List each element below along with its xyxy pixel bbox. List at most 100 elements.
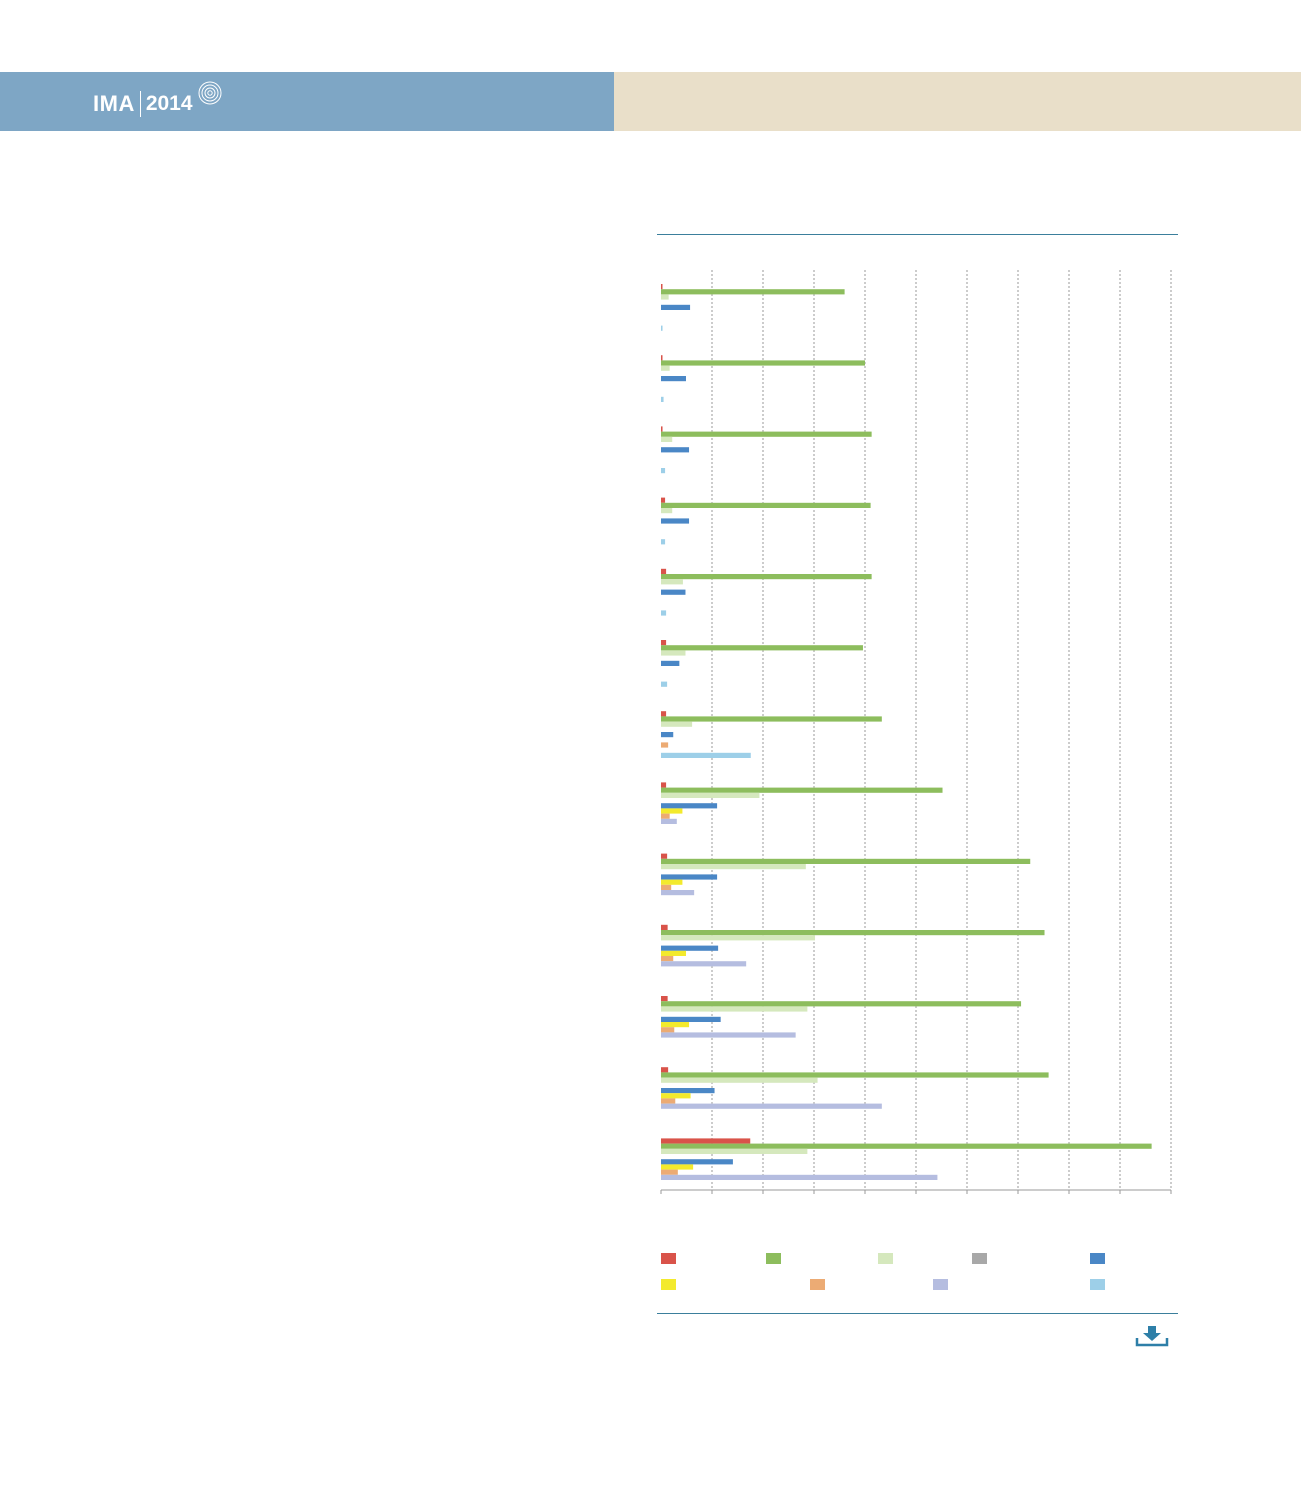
bar-series-9 <box>661 681 668 687</box>
bar-series-7 <box>661 956 674 962</box>
bar-series-1 <box>661 853 668 859</box>
bar-series-2 <box>661 716 882 722</box>
bar-series-5 <box>661 304 691 310</box>
bar-series-8 <box>661 1103 882 1109</box>
bar-series-7 <box>661 1098 676 1104</box>
bar-series-8 <box>661 890 695 896</box>
bar-series-5 <box>661 1159 733 1165</box>
bar-series-5 <box>661 874 718 880</box>
bar-series-2 <box>661 1072 1049 1078</box>
legend-swatch-1 <box>661 1253 676 1264</box>
bar-series-7 <box>661 1027 675 1033</box>
bar-series-3 <box>661 721 693 727</box>
download-button[interactable] <box>1134 1324 1170 1350</box>
legend-swatch-2 <box>766 1253 781 1264</box>
bar-series-1 <box>661 568 667 574</box>
bar-series-2 <box>661 360 865 366</box>
bar-series-6 <box>661 1164 694 1170</box>
legend-swatch-6 <box>661 1279 676 1290</box>
legend-swatch-7 <box>810 1279 825 1290</box>
logo-text: IMA <box>93 91 135 116</box>
bar-series-9 <box>661 468 666 474</box>
bar-series-8 <box>661 961 747 967</box>
bar-series-9 <box>661 396 664 402</box>
legend-swatch-8 <box>933 1279 948 1290</box>
bar-series-2 <box>661 930 1045 936</box>
bar-series-3 <box>661 1006 808 1012</box>
chart-legend <box>661 1252 1176 1302</box>
bar-series-1 <box>661 924 668 930</box>
chart-bottom-rule <box>657 1313 1178 1314</box>
download-icon <box>1135 1326 1169 1347</box>
header-banner-right <box>614 72 1301 131</box>
bar-chart <box>660 270 1172 1194</box>
bar-series-1 <box>661 711 667 717</box>
logo-year: 2014 <box>145 92 193 115</box>
bar-series-8 <box>661 1174 938 1180</box>
bar-series-2 <box>661 502 871 508</box>
concentric-circles-icon <box>198 81 222 105</box>
bar-series-5 <box>661 376 686 382</box>
bar-series-8 <box>661 818 677 824</box>
bar-series-9 <box>661 610 667 616</box>
bar-series-9 <box>661 752 751 758</box>
bar-series-3 <box>661 1077 818 1083</box>
bar-series-9 <box>661 325 663 331</box>
bar-series-3 <box>661 365 670 371</box>
bar-series-1 <box>661 355 663 361</box>
bar-series-5 <box>661 803 718 809</box>
bar-series-2 <box>661 289 845 295</box>
bar-series-6 <box>661 1022 690 1028</box>
bar-series-1 <box>661 284 663 290</box>
bar-series-1 <box>661 497 666 503</box>
bar-series-1 <box>661 640 667 646</box>
bar-series-2 <box>661 858 1031 864</box>
bar-series-2 <box>661 1001 1022 1007</box>
bar-series-1 <box>661 996 668 1002</box>
legend-swatch-4 <box>972 1253 987 1264</box>
legend-swatch-3 <box>878 1253 893 1264</box>
bar-series-7 <box>661 742 669 748</box>
bar-series-5 <box>661 1016 721 1022</box>
legend-swatch-9 <box>1090 1279 1105 1290</box>
bar-series-5 <box>661 447 690 453</box>
bar-series-7 <box>661 813 670 819</box>
legend-swatch-5 <box>1090 1253 1105 1264</box>
bar-series-5 <box>661 660 680 666</box>
bar-series-2 <box>661 574 872 580</box>
bar-series-3 <box>661 650 686 656</box>
ima-logo: IMA 2014 <box>93 81 222 126</box>
bar-series-6 <box>661 879 683 885</box>
bar-series-6 <box>661 950 686 956</box>
bar-series-9 <box>661 539 666 545</box>
bar-series-7 <box>661 884 672 890</box>
bar-series-1 <box>661 1067 669 1073</box>
bar-series-6 <box>661 808 683 814</box>
bar-series-2 <box>661 787 943 793</box>
header-banner-left <box>0 72 614 131</box>
bar-series-2 <box>661 1143 1152 1149</box>
bar-series-3 <box>661 436 673 442</box>
bar-series-5 <box>661 1088 715 1094</box>
bar-series-5 <box>661 518 690 524</box>
bar-series-8 <box>661 1032 796 1038</box>
chart-top-rule <box>657 234 1178 235</box>
bar-series-1 <box>661 782 667 788</box>
bar-series-1 <box>661 426 663 432</box>
bar-series-3 <box>661 579 683 585</box>
bar-series-3 <box>661 508 673 514</box>
bar-series-2 <box>661 431 872 437</box>
bar-series-3 <box>661 294 669 300</box>
bar-series-3 <box>661 792 760 798</box>
bar-series-3 <box>661 935 816 941</box>
bar-series-5 <box>661 945 719 951</box>
bar-series-2 <box>661 645 863 651</box>
bar-series-3 <box>661 1148 808 1154</box>
logo-divider <box>139 91 141 117</box>
bar-series-6 <box>661 1093 691 1099</box>
bar-series-7 <box>661 1169 678 1175</box>
bar-series-3 <box>661 864 806 870</box>
bar-series-5 <box>661 589 686 595</box>
bar-series-5 <box>661 732 674 738</box>
bar-series-1 <box>661 1138 751 1144</box>
